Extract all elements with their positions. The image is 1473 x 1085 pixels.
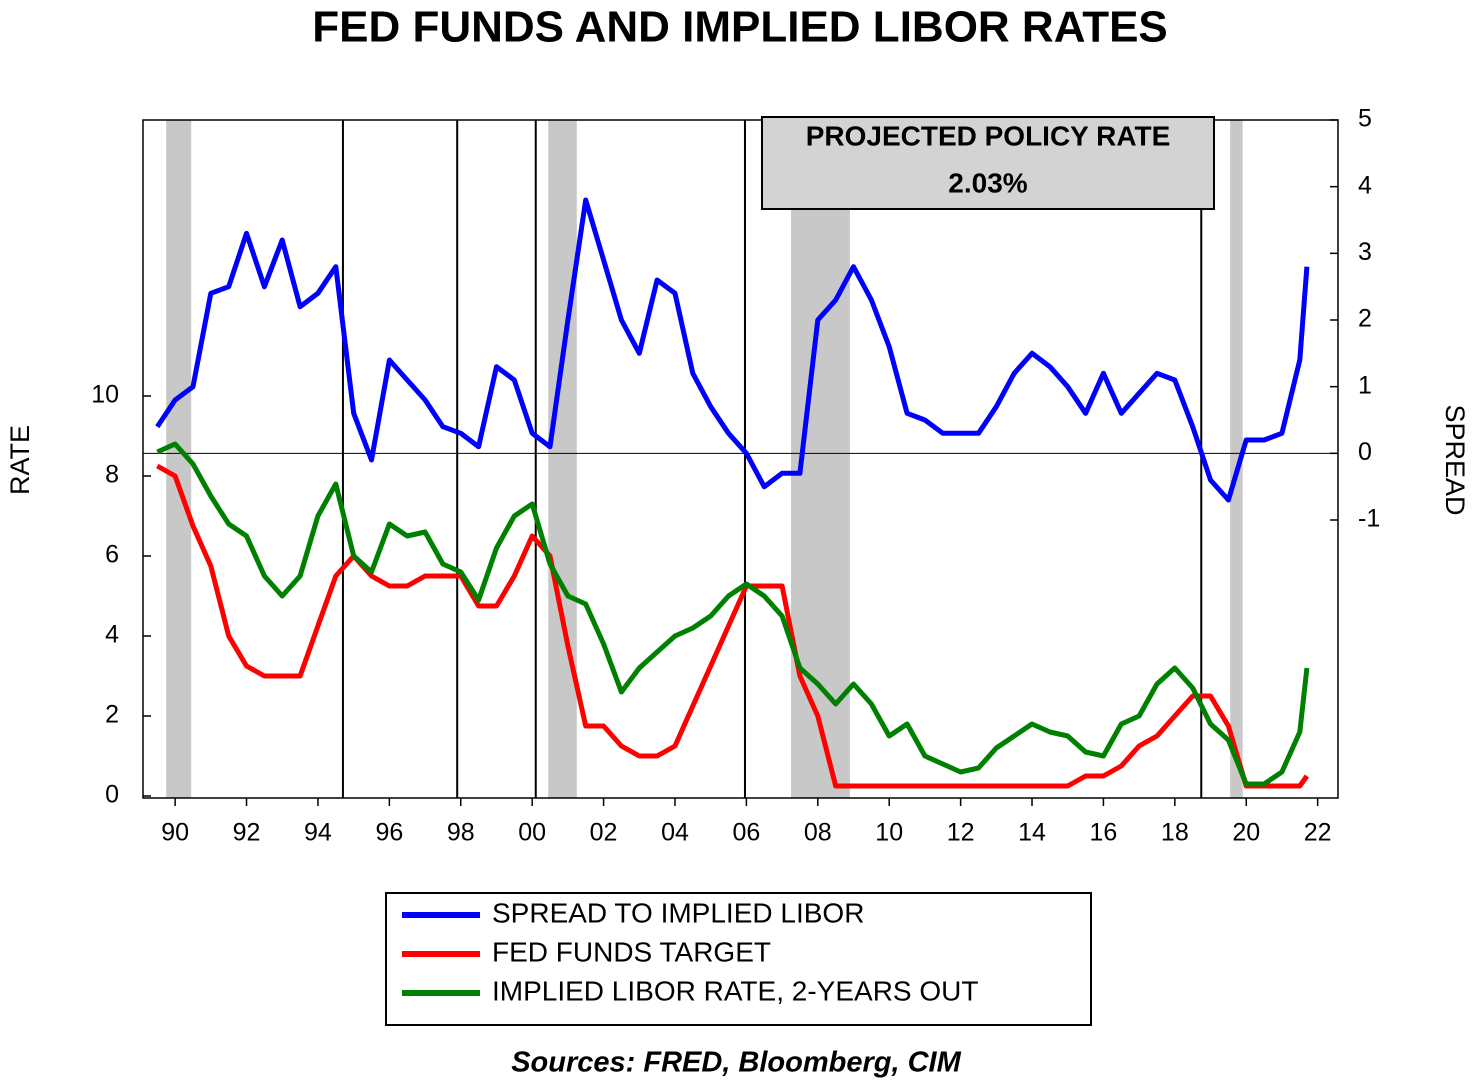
x-tick-label: 14: [1018, 819, 1046, 847]
x-tick-label: 04: [661, 819, 689, 847]
x-tick-label: 12: [947, 819, 975, 847]
y2-tick-label: 1: [1358, 371, 1372, 399]
y-tick-label: 2: [105, 701, 119, 729]
series-line: [155, 197, 1310, 503]
y-axis-label: RATE: [5, 425, 35, 495]
x-tick-label: 08: [804, 819, 832, 847]
x-tick-label: 90: [161, 819, 189, 847]
legend-box: [385, 892, 1092, 1026]
series-line: [156, 441, 1310, 787]
x-tick-label: 94: [304, 819, 332, 847]
annotation: PROJECTED POLICY RATE 2.03%: [761, 116, 1215, 210]
recession-band: [548, 120, 577, 798]
recession-band: [1230, 120, 1243, 798]
x-tick-label: 06: [732, 819, 760, 847]
x-tick-label: 20: [1232, 819, 1260, 847]
y2-tick-label: 0: [1358, 438, 1372, 466]
x-tick-label: 16: [1090, 819, 1118, 847]
x-tick-label: 00: [518, 819, 546, 847]
y-tick-label: 0: [105, 781, 119, 809]
x-tick-label: 10: [875, 819, 903, 847]
annotation-box: [761, 116, 1215, 210]
annotation-title: PROJECTED POLICY RATE: [806, 120, 1171, 151]
x-tick-label: 02: [590, 819, 618, 847]
legend-label: FED FUNDS TARGET: [492, 936, 771, 967]
chart-title: FED FUNDS AND IMPLIED LIBOR RATES: [312, 3, 1168, 52]
x-tick-label: 22: [1304, 819, 1332, 847]
y2-tick-label: 3: [1358, 238, 1372, 266]
source-note: Sources: FRED, Bloomberg, CIM: [511, 1047, 961, 1079]
legend-label: IMPLIED LIBOR RATE, 2-YEARS OUT: [492, 975, 978, 1006]
plot-frame: [142, 119, 1339, 799]
y2-tick-label: 4: [1358, 171, 1372, 199]
y2-tick-label: 5: [1358, 105, 1372, 133]
y2-tick-label: 2: [1358, 305, 1372, 333]
series-line: [156, 463, 1309, 789]
legend: SPREAD TO IMPLIED LIBOR FED FUNDS TARGET I…: [385, 892, 1092, 1026]
y2-tick-label: -1: [1358, 505, 1380, 533]
y2-axis-label: SPREAD: [1440, 404, 1470, 515]
x-tick-label: 18: [1161, 819, 1189, 847]
y-tick-label: 8: [105, 461, 119, 489]
y-tick-label: 10: [91, 381, 119, 409]
y-tick-label: 4: [105, 621, 119, 649]
x-tick-label: 92: [233, 819, 261, 847]
legend-label: SPREAD TO IMPLIED LIBOR: [492, 897, 864, 928]
y-tick-label: 6: [105, 541, 119, 569]
annotation-value: 2.03%: [948, 167, 1027, 198]
x-tick-label: 96: [375, 819, 403, 847]
x-tick-label: 98: [447, 819, 475, 847]
